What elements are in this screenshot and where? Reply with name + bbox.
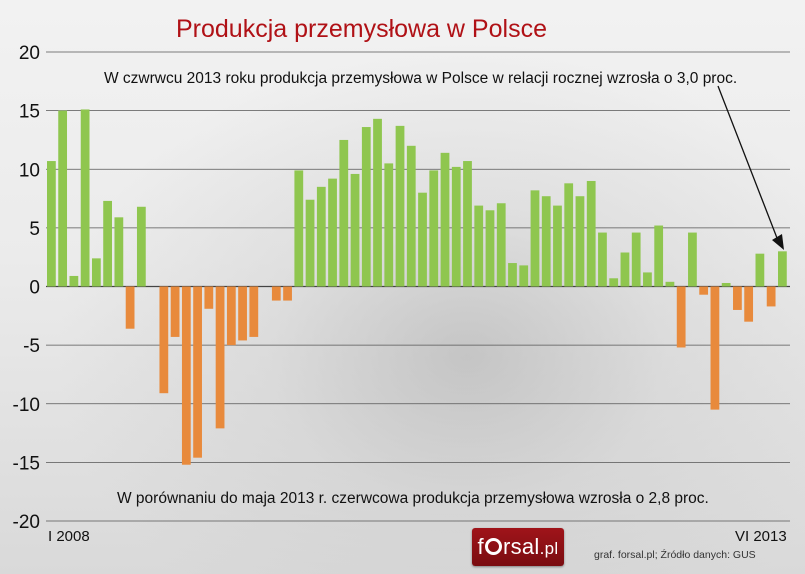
bar (80, 109, 90, 287)
bar (744, 286, 754, 322)
bar (283, 286, 292, 301)
bar (665, 281, 675, 287)
bar (249, 286, 259, 337)
grid-lines (46, 51, 790, 522)
bar (485, 210, 495, 287)
bar (339, 139, 349, 287)
annotation-arrow (717, 85, 784, 250)
y-tick-label: 5 (29, 219, 40, 240)
bar (406, 145, 416, 287)
bar (305, 199, 315, 287)
bar (778, 251, 787, 287)
bar (226, 286, 236, 346)
y-tick-label: 15 (19, 102, 40, 123)
bar (91, 258, 101, 287)
y-tick-label: -5 (23, 336, 40, 357)
bar (170, 286, 180, 337)
bar (733, 286, 742, 310)
bar (125, 286, 135, 329)
bar (620, 252, 630, 287)
bar (643, 272, 652, 287)
bar (316, 186, 326, 287)
bar (271, 286, 281, 301)
source-credit: graf. forsal.pl; Źródło danych: GUS (594, 549, 756, 561)
bar (474, 205, 484, 287)
bar (294, 170, 304, 287)
bar (159, 286, 169, 394)
bar (114, 217, 124, 287)
bar (609, 278, 619, 287)
bar (699, 286, 709, 295)
bar (47, 161, 56, 287)
bar (631, 232, 641, 287)
bar (463, 161, 472, 287)
bar (451, 166, 461, 287)
bar (553, 205, 562, 287)
bar (766, 286, 776, 307)
bar (598, 232, 607, 287)
bar (541, 196, 551, 287)
bar (519, 265, 529, 287)
bar (654, 225, 664, 287)
y-tick-label: 0 (29, 278, 40, 299)
y-tick-label: 10 (19, 160, 40, 181)
forsal-logo[interactable]: f rsal.pl (472, 528, 564, 566)
y-tick-label: -15 (13, 453, 40, 474)
bar (418, 192, 427, 287)
bar (384, 163, 394, 287)
bar (238, 286, 247, 341)
y-tick-label: -20 (13, 512, 40, 533)
bar (193, 286, 202, 458)
bar (496, 203, 506, 287)
logo-text-pre: f (477, 534, 484, 559)
x-start-label: I 2008 (48, 528, 90, 545)
chart-title: Produkcja przemysłowa w Polsce (176, 15, 547, 43)
bar (688, 232, 697, 287)
logo-text-post: .pl (539, 539, 559, 558)
bar (508, 263, 517, 287)
bar (710, 286, 720, 410)
logo-text-mid: rsal (502, 534, 540, 559)
bar (440, 152, 450, 287)
bar (395, 125, 405, 287)
bar (103, 200, 113, 287)
bar (755, 253, 765, 287)
bar (586, 180, 596, 287)
bar (676, 286, 686, 348)
bar (204, 286, 214, 309)
bars (47, 109, 787, 465)
bar (373, 118, 382, 287)
bar (181, 286, 191, 465)
bar (69, 275, 79, 287)
y-tick-labels: 20 15 10 5 0 -5 -10 -15 -20 (13, 43, 40, 533)
bar (564, 183, 574, 287)
annotation-monthly: W porównaniu do maja 2013 r. czerwcowa p… (117, 490, 709, 507)
annotation-yearly: W czwrwcu 2013 roku produkcja przemysłow… (104, 70, 738, 87)
bar (328, 178, 337, 287)
y-tick-label: -10 (13, 395, 40, 416)
x-end-label: VI 2013 (735, 528, 787, 545)
bar (361, 127, 371, 287)
bar (215, 286, 225, 429)
bar (530, 190, 540, 287)
bar (721, 282, 731, 287)
bar (58, 110, 68, 287)
bar (136, 206, 146, 287)
logo-o-icon (484, 538, 502, 555)
y-tick-label: 20 (19, 43, 40, 64)
bar (429, 170, 439, 287)
bar (350, 173, 360, 287)
bar (575, 196, 585, 287)
